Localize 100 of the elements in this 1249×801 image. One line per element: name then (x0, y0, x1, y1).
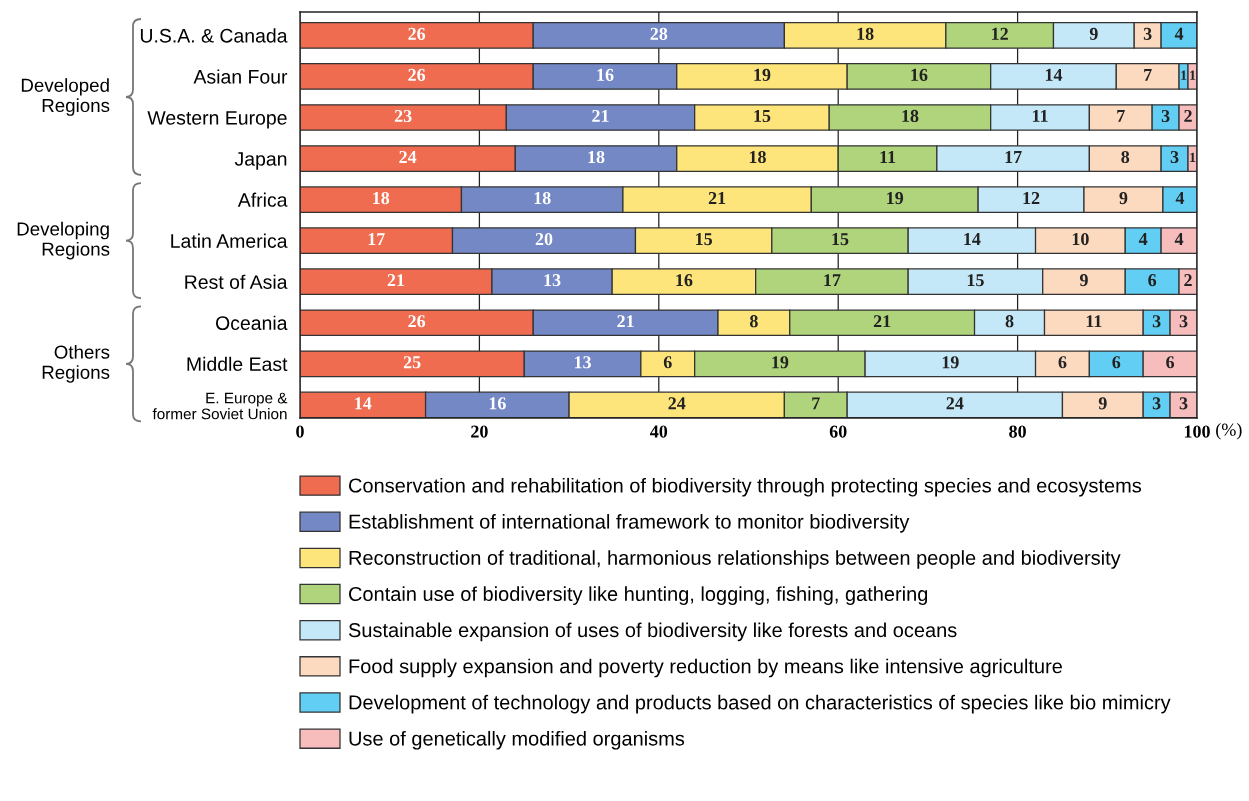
data-label: 25 (403, 356, 421, 369)
data-label: 17 (1005, 150, 1022, 163)
data-label: 16 (597, 68, 614, 81)
data-label: 3 (1170, 150, 1179, 164)
data-label: 2 (1184, 109, 1192, 122)
y-tick-label: E. Europe & former Soviet Union (152, 392, 288, 420)
data-label: 3 (1179, 397, 1188, 410)
data-label: 10 (1072, 232, 1089, 246)
data-label: 1 (1190, 70, 1196, 80)
legend-label: Use of genetically modified organisms (349, 730, 685, 750)
data-label: 18 (373, 191, 390, 205)
data-label: 3 (1161, 109, 1170, 123)
data-label: 4 (1174, 27, 1184, 40)
data-label: 13 (544, 274, 561, 287)
data-label: 15 (696, 233, 713, 246)
data-label: 11 (1086, 315, 1102, 328)
data-label: 19 (772, 356, 789, 369)
data-label: 26 (408, 315, 426, 328)
data-label: 4 (1174, 233, 1184, 245)
data-label: 8 (749, 315, 758, 328)
data-label: 12 (992, 27, 1008, 40)
text: Developed Regions (21, 78, 110, 116)
data-label: 15 (967, 274, 984, 287)
text: Others Regions (42, 344, 110, 383)
data-label: 21 (708, 191, 726, 204)
data-label: 11 (1032, 109, 1048, 122)
data-label: 7 (812, 397, 820, 410)
data-label: 6 (1112, 356, 1121, 369)
data-label: 9 (1119, 191, 1128, 205)
data-label: 26 (408, 68, 426, 81)
data-label: 18 (749, 150, 766, 164)
data-label: 21 (592, 109, 609, 122)
text: Developing Regions (17, 221, 110, 260)
data-label: 1 (1190, 152, 1196, 162)
data-label: 19 (942, 356, 959, 369)
legend-label: Contain use of biodiversity like hunting, logging, fishing, gathering (349, 586, 928, 605)
data-label: 8 (1121, 150, 1130, 164)
data-label: 12 (1023, 191, 1040, 204)
legend-label: Reconstruction of traditional, harmonious relationships between people and biodiversity (349, 550, 1121, 569)
data-label: 3 (1152, 315, 1161, 328)
y-tick-label: Asian Four (193, 69, 288, 84)
data-label: 21 (873, 315, 891, 328)
data-label: 14 (355, 397, 372, 410)
data-label: 18 (902, 109, 919, 123)
data-label: 8 (1005, 315, 1014, 328)
legend-label: Establishment of international framework to monitor biodiversity (349, 514, 910, 533)
data-label: 11 (880, 150, 896, 163)
data-label: 18 (857, 27, 874, 40)
data-label: 7 (1144, 68, 1152, 81)
data-label: 18 (534, 191, 551, 205)
data-label: 6 (1058, 356, 1067, 369)
legend-label: Food supply expansion and poverty reduction by means like intensive agriculture (349, 658, 1062, 678)
y-tick-label: U.S.A. & Canada (140, 28, 288, 43)
data-label: 21 (387, 274, 405, 287)
data-label: 20 (535, 232, 553, 246)
data-label: 28 (650, 27, 668, 40)
data-label: 24 (399, 150, 417, 163)
data-label: 17 (824, 274, 841, 287)
legend-label: Sustainable expansion of uses of biodiversity like forests and oceans (348, 622, 957, 642)
y-tick-label: Middle East (187, 356, 288, 372)
data-label: 3 (1143, 27, 1152, 40)
data-label: 23 (394, 109, 412, 123)
data-label: 6 (1148, 274, 1157, 287)
data-label: 19 (754, 68, 771, 81)
data-label: 18 (588, 150, 605, 164)
data-label: 15 (832, 233, 849, 246)
data-label: 2 (1184, 274, 1192, 287)
y-tick-label: Oceania (216, 315, 288, 330)
data-label: 9 (1089, 27, 1098, 40)
x-tick-label: 60 (829, 425, 847, 438)
data-label: 26 (408, 27, 426, 40)
data-label: 13 (574, 356, 591, 369)
data-label: 7 (1117, 110, 1125, 122)
x-axis-title: (%) (1216, 423, 1242, 440)
data-label: 24 (668, 397, 686, 410)
y-tick-label: Latin America (171, 233, 288, 248)
data-label: 4 (1138, 233, 1148, 245)
data-label: 14 (964, 233, 981, 245)
data-label: 6 (663, 356, 672, 369)
data-label: 19 (887, 191, 904, 205)
legend-label: Conservation and rehabilitation of biodiversity through protecting species and ecosystems (349, 477, 1142, 497)
data-label: 6 (1166, 356, 1175, 369)
data-label: 15 (754, 109, 771, 123)
x-tick-label: 0 (296, 425, 304, 438)
data-label: 3 (1179, 315, 1188, 328)
x-tick-label: 80 (1009, 425, 1026, 438)
data-label: 21 (617, 315, 634, 328)
data-label: 3 (1152, 397, 1161, 410)
data-label: 16 (676, 274, 693, 287)
y-tick-label: Africa (237, 192, 288, 207)
data-label: 16 (911, 68, 928, 81)
x-tick-label: 40 (650, 425, 668, 438)
data-label: 24 (946, 397, 964, 410)
data-label: 4 (1175, 192, 1185, 204)
x-tick-label: 100 (1184, 425, 1210, 438)
data-label: 9 (1098, 397, 1107, 410)
x-tick-label: 20 (471, 425, 488, 438)
data-label: 14 (1045, 68, 1063, 81)
data-label: 9 (1079, 274, 1088, 287)
data-label: 1 (1181, 70, 1187, 80)
